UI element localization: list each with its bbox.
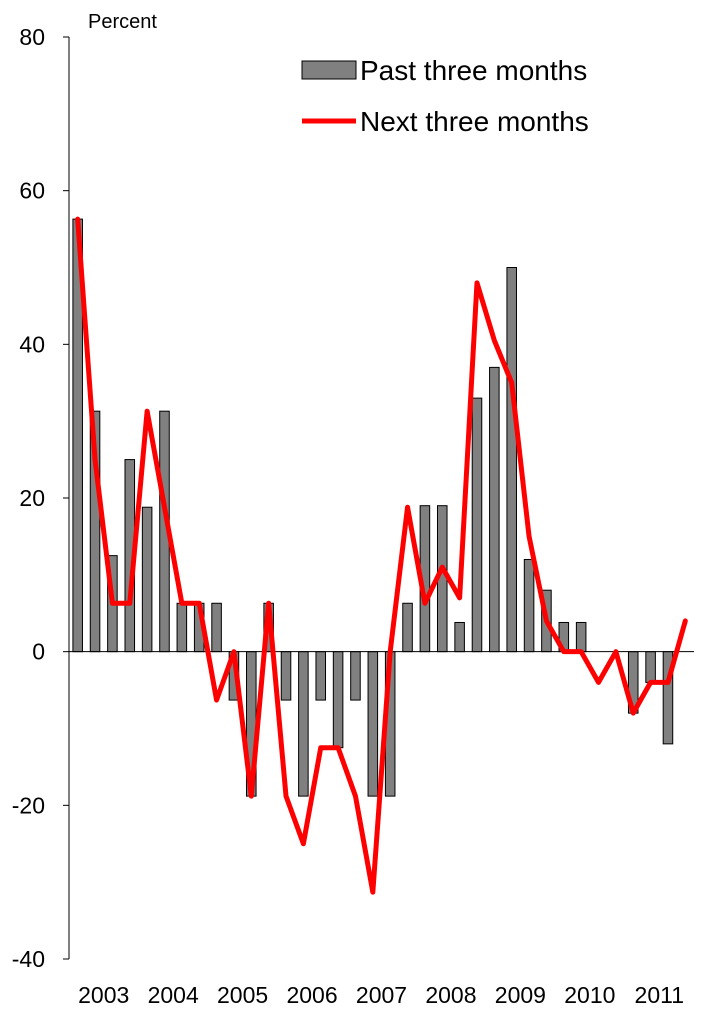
- x-tick-label: 2010: [564, 982, 615, 1008]
- bar: [454, 621, 465, 653]
- axes-layer: -40 -20 0 20 40 60 80 2003 2004 2005 2006 2007 2008 2…: [12, 24, 694, 1008]
- bar: [489, 366, 500, 653]
- bar: [402, 602, 413, 653]
- y-tick-label: 20: [19, 485, 45, 511]
- legend: Past three months Next three months: [301, 55, 589, 137]
- series-line-next-three-months: [75, 216, 688, 895]
- y-tick-label: 40: [19, 331, 45, 357]
- bar: [176, 602, 188, 653]
- y-tick-label: -40: [12, 946, 45, 972]
- y-tick-label: 60: [19, 178, 45, 204]
- bar: [523, 558, 535, 653]
- bar: [645, 651, 656, 683]
- legend-swatch-past: [301, 60, 357, 80]
- x-tick-label: 2011: [635, 982, 684, 1008]
- x-tick-label: 2009: [495, 982, 546, 1008]
- bar: [332, 651, 344, 749]
- bar: [298, 651, 309, 797]
- x-tick-label: 2007: [356, 982, 407, 1008]
- bar: [575, 621, 587, 653]
- y-unit-label: Percent: [88, 11, 157, 33]
- y-tick-label: -20: [12, 792, 45, 818]
- y-tick-label: 80: [19, 24, 45, 50]
- line-layer: [75, 216, 688, 895]
- bar: [367, 651, 379, 797]
- bar: [141, 506, 153, 653]
- bar: [350, 651, 361, 701]
- bar: [506, 267, 517, 653]
- x-tick-label: 2008: [425, 982, 476, 1008]
- y-tick-label: 0: [32, 639, 45, 665]
- legend-label-next: Next three months: [360, 106, 589, 137]
- x-tick-label: 2006: [286, 982, 337, 1008]
- bar: [315, 651, 327, 701]
- x-tick-label: 2004: [148, 982, 199, 1008]
- bar: [211, 602, 222, 653]
- legend-label-past: Past three months: [360, 55, 587, 86]
- x-tick-label: 2005: [217, 982, 268, 1008]
- bar: [471, 397, 483, 653]
- x-tick-label: 2003: [78, 982, 129, 1008]
- bar: [280, 651, 292, 701]
